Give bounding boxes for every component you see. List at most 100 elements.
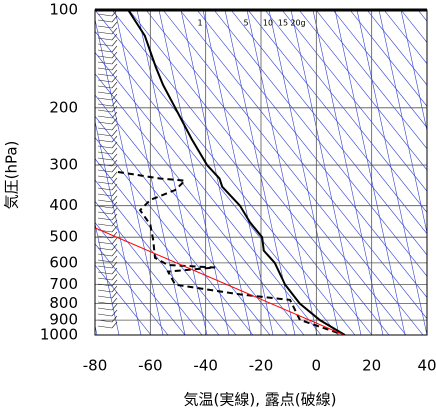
dry-adiabat: [315, 10, 427, 150]
barb-flag: [111, 315, 118, 323]
mixing-ratio-line: [400, 10, 427, 133]
barb-flag: [111, 153, 118, 161]
mixing-ratio-line: [95, 120, 142, 335]
barb-flag: [111, 129, 118, 137]
barb-flag: [111, 39, 118, 47]
mixing-ratio-line: [378, 10, 427, 235]
profile-line: [117, 170, 345, 335]
barb-staff: [97, 247, 113, 251]
barb-flag: [111, 57, 118, 65]
barb-flag: [111, 177, 118, 185]
barb-staff: [97, 313, 113, 317]
y-tick-label: 100: [49, 1, 78, 19]
barb-staff: [97, 319, 113, 323]
dry-adiabat: [95, 94, 288, 335]
barb-staff: [97, 289, 113, 293]
barb-flag: [111, 105, 118, 113]
dry-adiabat: [366, 10, 427, 86]
barb-staff: [97, 55, 113, 59]
x-tick-label: -20: [249, 357, 274, 375]
y-tick-label: 800: [49, 294, 78, 312]
mixing-ratio-line: [95, 17, 164, 335]
y-tick-label: 600: [49, 253, 78, 271]
dry-adiabat: [298, 10, 427, 171]
barb-flag: [111, 195, 118, 203]
barb-flag: [111, 27, 118, 35]
barb-staff: [97, 235, 113, 239]
barb-staff: [97, 139, 113, 143]
y-tick-label: 300: [49, 156, 78, 174]
barb-staff: [97, 67, 113, 71]
barb-staff: [97, 115, 113, 119]
barb-flag: [111, 135, 118, 143]
barb-staff: [97, 301, 113, 305]
dry-adiabat: [213, 10, 427, 277]
barb-staff: [97, 85, 113, 89]
dry-adiabat: [145, 10, 407, 335]
profiles: [95, 10, 346, 335]
barb-staff: [97, 91, 113, 95]
barb-flag: [111, 261, 118, 269]
barb-staff: [97, 103, 113, 107]
x-tick-label: 0: [312, 357, 322, 375]
dry-adiabat: [95, 115, 271, 335]
barb-flag: [111, 33, 118, 41]
barb-flag: [111, 99, 118, 107]
mixing-ratio-line: [268, 10, 340, 335]
dry-adiabat: [281, 10, 427, 192]
barb-staff: [97, 163, 113, 167]
mixing-ratio-line: [290, 10, 362, 335]
barb-staff: [97, 241, 113, 245]
barb-flag: [111, 189, 118, 197]
dry-adiabat: [349, 10, 427, 107]
mixing-ratio-line: [224, 10, 296, 335]
mixing-ratio-line: [246, 10, 318, 335]
dry-adiabat: [95, 264, 152, 335]
barb-staff: [97, 283, 113, 287]
barb-flag: [111, 225, 118, 233]
barb-staff: [97, 31, 113, 35]
barb-staff: [97, 79, 113, 83]
mixing-ratio-label: 1: [197, 19, 202, 28]
dry-adiabat: [128, 10, 390, 335]
mixing-ratio-line: [334, 10, 406, 335]
barb-staff: [97, 277, 113, 281]
barb-flag: [111, 249, 118, 257]
dry-adiabat: [95, 179, 220, 335]
barb-staff: [97, 199, 113, 203]
barb-flag: [111, 147, 118, 155]
mixing-ratio-label: 10: [263, 19, 273, 28]
barb-staff: [97, 259, 113, 263]
profile-line: [127, 10, 346, 335]
barb-flag: [111, 111, 118, 119]
barb-staff: [97, 187, 113, 191]
barb-staff: [97, 43, 113, 47]
barb-flag: [111, 291, 118, 299]
barb-flag: [111, 219, 118, 227]
barb-flag: [111, 51, 118, 59]
barb-flag: [111, 69, 118, 77]
barb-staff: [97, 193, 113, 197]
dry-adiabat: [111, 10, 373, 335]
barb-staff: [97, 73, 113, 77]
barb-staff: [97, 205, 113, 209]
x-tick-label: -60: [138, 357, 163, 375]
barb-flag: [111, 213, 118, 221]
barb-staff: [97, 169, 113, 173]
barb-staff: [97, 97, 113, 101]
mixing-ratio-line: [312, 10, 384, 335]
barb-flag: [111, 237, 118, 245]
barb-staff: [97, 145, 113, 149]
mixing-ratio-line: [136, 10, 208, 335]
barb-staff: [97, 211, 113, 215]
barb-staff: [97, 307, 113, 311]
dry-adiabat: [95, 200, 203, 335]
barb-flag: [111, 75, 118, 83]
x-tick-label: -40: [193, 357, 218, 375]
barb-staff: [97, 265, 113, 269]
mixing-ratio-line: [158, 10, 230, 335]
background-lines: [95, 10, 427, 335]
barb-staff: [97, 19, 113, 23]
profile-line: [95, 227, 345, 335]
